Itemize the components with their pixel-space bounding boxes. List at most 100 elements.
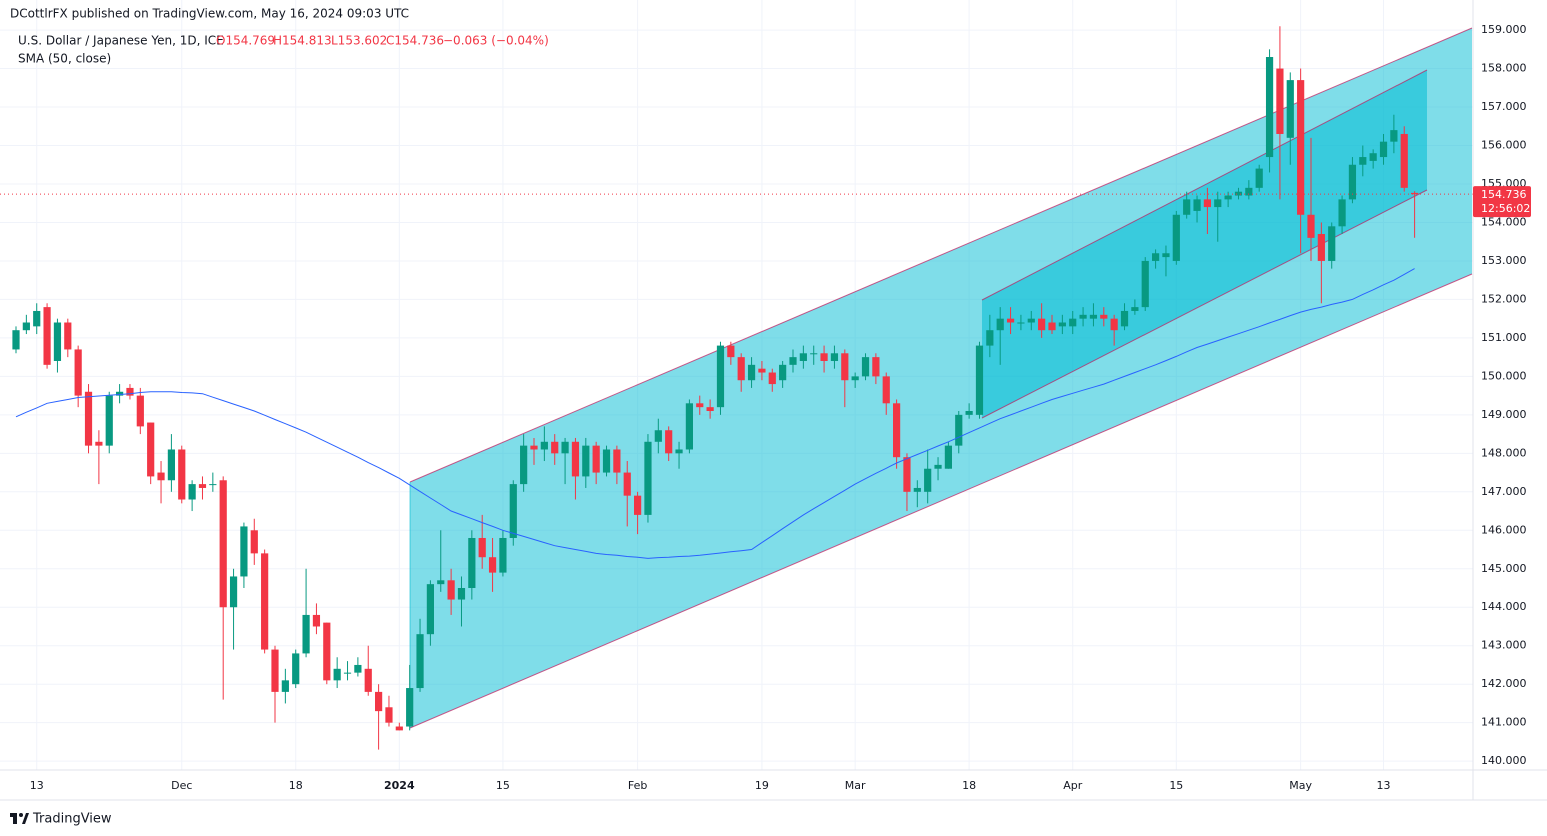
x-tick-label: Mar (845, 779, 866, 792)
candle-body (1286, 80, 1294, 138)
candle-body (188, 484, 196, 500)
x-tick-label: Apr (1063, 779, 1083, 792)
candle-body (1276, 68, 1284, 134)
ohlc-low: L153.602 (331, 34, 387, 48)
candle-body (613, 449, 621, 473)
candle-body (292, 653, 300, 685)
candle-body (468, 537, 476, 589)
candle-body (261, 553, 269, 650)
change: −0.063 (−0.04%) (443, 34, 549, 48)
candle-body (116, 391, 124, 396)
candle-body (561, 441, 569, 454)
candle-body (1120, 310, 1129, 327)
inner-channel (982, 70, 1427, 418)
candle-body (33, 310, 41, 327)
candle-body (934, 464, 942, 469)
y-tick-label: 141.000 (1481, 716, 1527, 729)
y-tick-label: 140.000 (1481, 754, 1527, 767)
candle-body (955, 414, 963, 446)
candle-body (457, 588, 466, 600)
candle-body (240, 526, 248, 577)
candle-body (975, 345, 984, 415)
candle-body (385, 707, 393, 723)
candle-body (530, 445, 538, 450)
candle-body (1224, 195, 1232, 200)
candle-body (716, 345, 725, 408)
candle-body (416, 634, 424, 689)
candle-body (1172, 214, 1180, 261)
candle-body (893, 403, 901, 458)
sma-legend: SMA (50, close) (18, 52, 111, 66)
candle-body (281, 680, 289, 692)
y-tick-label: 148.000 (1481, 446, 1527, 459)
candle-body (488, 557, 497, 573)
candle-body (592, 445, 600, 473)
x-tick-label: 13 (30, 779, 44, 792)
candle-body (789, 357, 797, 365)
y-tick-label: 157.000 (1481, 100, 1527, 113)
candle-body (1214, 199, 1222, 208)
candle-body (1110, 318, 1118, 331)
candle-body (1193, 199, 1201, 211)
x-tick-label: 2024 (384, 779, 415, 792)
sma-line (15, 268, 1415, 559)
candle-body (882, 376, 890, 404)
y-tick-label: 142.000 (1481, 677, 1527, 690)
publish-title: DCottlrFX published on TradingView.com, … (10, 7, 409, 21)
candle-body (1162, 253, 1170, 258)
y-tick-label: 152.000 (1481, 292, 1527, 305)
y-tick-label: 143.000 (1481, 639, 1527, 652)
candle-body (551, 441, 559, 454)
candle-body (696, 403, 704, 408)
candle-body (333, 668, 341, 681)
y-tick-label: 151.000 (1481, 331, 1527, 344)
candle-body (779, 364, 787, 381)
candle-body (95, 441, 103, 446)
candle-body (1027, 318, 1035, 323)
candle-body (395, 726, 403, 731)
candle-body (375, 691, 383, 712)
candle-body (986, 330, 994, 346)
candle-body (1079, 314, 1087, 319)
candle-body (1338, 199, 1346, 227)
candle-body (851, 376, 859, 381)
candle-body (727, 345, 735, 358)
candle-body (271, 649, 279, 692)
candle-body (12, 330, 20, 350)
candle-body (364, 668, 372, 692)
candle-body (22, 322, 30, 331)
candle-body (1297, 80, 1305, 215)
channel-top (409, 27, 1473, 483)
candle-body (126, 387, 134, 396)
candle-body (1058, 322, 1066, 327)
candle-body (1317, 234, 1325, 261)
candle-body (913, 487, 921, 492)
candle-body (644, 441, 652, 515)
candle-body (1069, 318, 1077, 327)
candle-body (540, 441, 548, 450)
candle-body (1307, 214, 1315, 238)
candle-body (1390, 130, 1398, 142)
candle-body (1265, 57, 1274, 158)
ohlc-close: C154.736 (386, 34, 444, 48)
countdown: 12:56:02 (1481, 202, 1530, 215)
candle-body (43, 307, 51, 365)
candle-body (1141, 260, 1149, 308)
candle-body (1017, 322, 1025, 324)
y-tick-label: 146.000 (1481, 523, 1527, 536)
y-tick-label: 147.000 (1481, 485, 1527, 498)
candle-body (1359, 157, 1367, 165)
y-tick-label: 150.000 (1481, 369, 1527, 382)
candle-body (437, 580, 445, 585)
candle-body (1183, 199, 1191, 215)
x-tick-label: Feb (628, 779, 647, 792)
y-tick-label: 156.000 (1481, 139, 1527, 152)
candle-body (1400, 133, 1408, 188)
y-tick-label: 153.000 (1481, 254, 1527, 267)
ohlc-open: O154.769 (216, 34, 275, 48)
brand: TradingView (32, 812, 112, 827)
x-tick-label: Dec (171, 779, 192, 792)
candle-body (1048, 322, 1056, 331)
ohlc-high: H154.813 (273, 34, 332, 48)
